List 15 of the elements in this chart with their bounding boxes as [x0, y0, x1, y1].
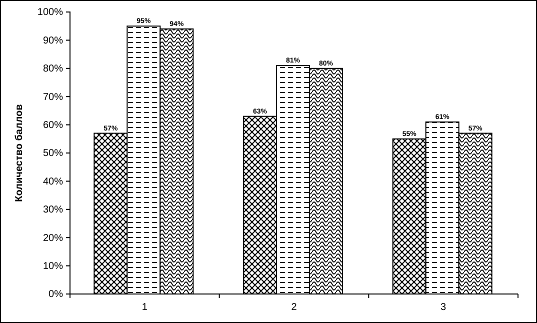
y-tick-label: 20%	[42, 232, 64, 244]
y-tick-label: 40%	[42, 176, 64, 188]
y-tick-label: 10%	[42, 261, 64, 272]
y-tick-label: 50%	[42, 148, 64, 160]
y-tick-label: 0%	[48, 289, 64, 300]
y-tick-label: 90%	[42, 35, 64, 46]
y-tick-label: 70%	[42, 92, 64, 103]
y-tick-label: 100%	[37, 7, 64, 18]
x-tick-label: 2	[291, 302, 298, 314]
x-tick-label: 1	[142, 302, 148, 314]
x-tick-label: 3	[440, 302, 447, 314]
y-tick-label: 60%	[42, 120, 64, 131]
y-tick-label: 80%	[42, 64, 64, 75]
y-tick-label: 30%	[42, 204, 64, 216]
y-axis-title: Количество баллов	[14, 104, 25, 202]
